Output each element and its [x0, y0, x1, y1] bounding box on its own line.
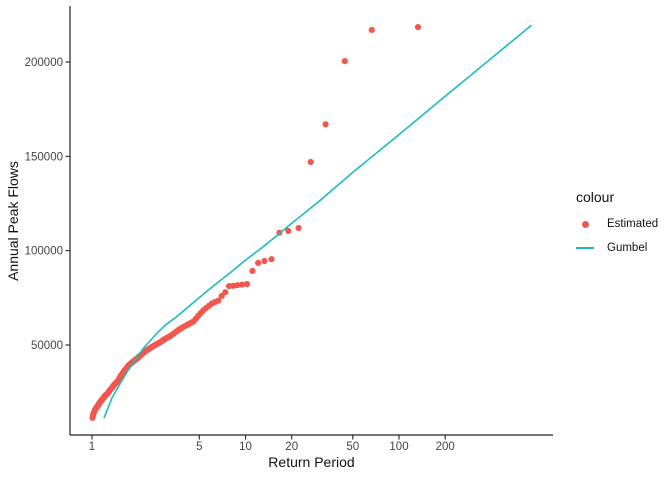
svg-text:10: 10 — [239, 441, 252, 453]
gumbel-line-key-icon — [576, 239, 594, 257]
estimated-point-key-icon — [576, 215, 594, 233]
svg-text:200: 200 — [436, 441, 455, 453]
legend: colour Estimated Gumbel — [576, 190, 658, 260]
svg-text:100: 100 — [389, 441, 408, 453]
svg-text:150000: 150000 — [25, 151, 63, 163]
estimated-points — [89, 24, 422, 421]
x-axis: 1 5 10 20 50 100 200 — [70, 434, 553, 453]
estimated-key-dot — [581, 220, 589, 228]
gumbel-line — [103, 24, 532, 419]
svg-text:1: 1 — [89, 441, 95, 453]
y-axis: 50000 100000 150000 200000 — [25, 6, 71, 435]
svg-text:100000: 100000 — [25, 246, 63, 258]
svg-text:200000: 200000 — [25, 57, 63, 69]
svg-text:5: 5 — [196, 441, 202, 453]
y-axis-title: Annual Peak Flows — [5, 161, 21, 281]
svg-text:20: 20 — [285, 441, 298, 453]
gumbel-key-line — [576, 247, 594, 249]
svg-text:50: 50 — [346, 441, 359, 453]
svg-text:50000: 50000 — [31, 340, 63, 352]
legend-entry-gumbel: Gumbel — [576, 236, 658, 260]
legend-title: colour — [576, 189, 615, 205]
legend-label-estimated: Estimated — [607, 218, 659, 230]
legend-label-gumbel: Gumbel — [607, 242, 648, 254]
x-axis-title: Return Period — [268, 454, 355, 470]
legend-entry-estimated: Estimated — [576, 212, 658, 236]
